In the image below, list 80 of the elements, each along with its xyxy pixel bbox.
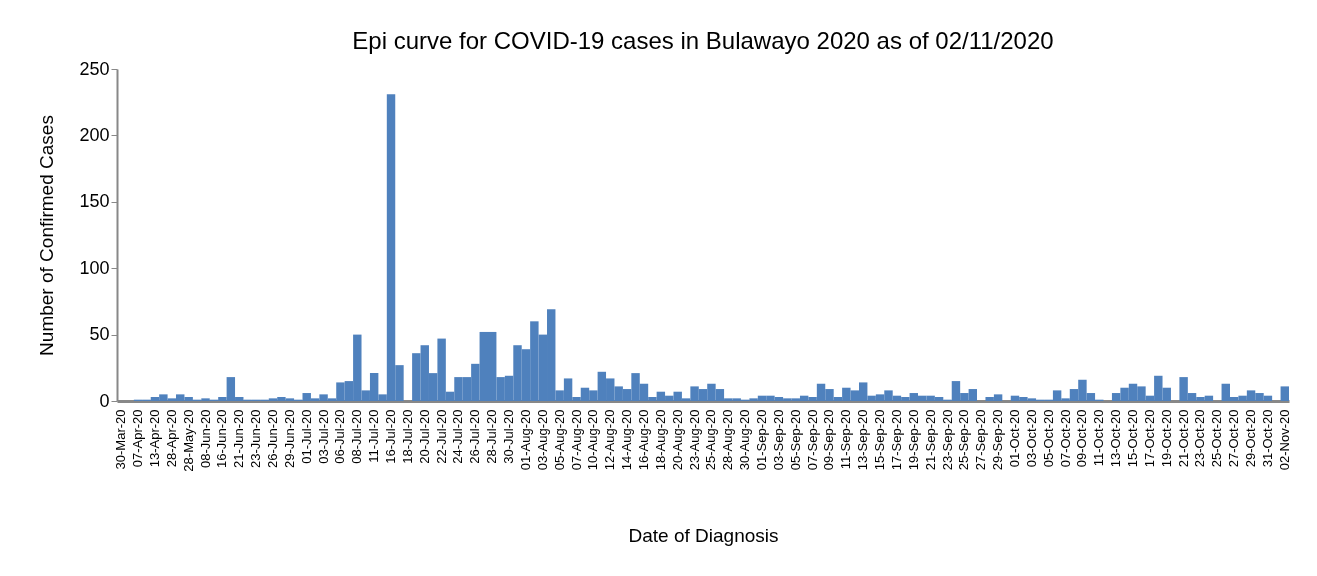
x-tick-label: 01-Oct-20 [1006,409,1022,468]
x-tick-label: 11-Oct-20 [1091,409,1107,467]
x-tick-label: 23-Sep-20 [939,409,955,471]
x-tick-label: 03-Jul-20 [315,409,331,464]
x-tick-label: 21-Sep-20 [922,409,938,471]
x-tick-label: 19-Oct-20 [1158,409,1174,468]
y-tick-label: 250 [79,58,110,79]
x-tick-label: 06-Jul-20 [332,409,348,464]
x-tick-label: 18-Aug-20 [652,409,668,471]
x-tick-label: 22-Jul-20 [433,409,449,464]
x-tick-label: 16-Jul-20 [383,409,399,464]
x-tick-label: 28-Apr-20 [163,409,179,468]
x-tick-label: 28-Aug-20 [720,409,736,471]
x-tick-label: 11-Jul-20 [366,409,382,463]
x-tick-label: 07-Oct-20 [1057,409,1073,468]
x-tick-label: 28-Jul-20 [484,409,500,464]
x-axis-title: Date of Diagnosis [628,524,779,546]
x-tick-label: 26-Jul-20 [467,409,483,464]
x-tick-label: 01-Aug-20 [517,409,533,471]
x-tick-label: 27-Sep-20 [973,409,989,471]
x-tick-label: 12-Aug-20 [602,409,618,471]
x-tick-label: 13-Apr-20 [146,409,162,468]
x-tick-label: 03-Aug-20 [534,409,550,471]
x-tick-label: 18-Jul-20 [399,409,415,464]
x-tick-label: 29-Oct-20 [1243,409,1259,468]
x-tick-label: 03-Sep-20 [770,409,786,471]
x-tick-label: 03-Oct-20 [1023,409,1039,468]
x-tick-label: 08-Jun-20 [197,409,213,469]
x-tick-label: 31-Oct-20 [1259,409,1275,468]
x-tick-label: 01-Jul-20 [298,409,314,464]
x-tick-label: 01-Sep-20 [754,409,770,471]
x-tick-label: 15-Oct-20 [1125,409,1141,468]
x-tick-label: 17-Oct-20 [1141,409,1157,468]
y-axis-title: Number of Confirmed Cases [36,115,58,356]
x-tick-label: 07-Aug-20 [568,409,584,471]
x-tick-label: 20-Jul-20 [416,409,432,464]
x-tick-label: 21-Oct-20 [1175,409,1191,468]
x-tick-label: 11-Sep-20 [838,409,854,470]
x-tick-label: 23-Aug-20 [686,409,702,471]
x-tick-label: 28-May-20 [180,409,196,472]
y-tick-label: 150 [79,191,110,212]
x-tick-label: 30-Mar-20 [113,409,129,470]
x-tick-label: 30-Jul-20 [501,409,517,464]
x-tick-label: 09-Oct-20 [1074,409,1090,468]
x-tick-label: 21-Jun-20 [231,409,247,469]
bar [1280,386,1289,401]
x-tick-label: 05-Sep-20 [787,409,803,471]
x-tick-label: 16-Jun-20 [214,409,230,469]
x-tick-label: 15-Sep-20 [872,409,888,471]
x-tick-label: 05-Oct-20 [1040,409,1056,468]
x-tick-label: 05-Aug-20 [551,409,567,471]
x-tick-label: 13-Sep-20 [855,409,871,471]
x-tick-label: 08-Jul-20 [349,409,365,464]
x-tick-label: 16-Aug-20 [635,409,651,471]
x-tick-label: 14-Aug-20 [619,409,635,471]
x-tick-label: 19-Sep-20 [905,409,921,471]
y-tick-label: 0 [99,390,110,411]
x-tick-label: 27-Oct-20 [1226,409,1242,468]
x-tick-label: 26-Jun-20 [264,409,280,469]
x-tick-label: 20-Aug-20 [669,409,685,471]
x-tick-label: 07-Sep-20 [804,409,820,471]
x-tick-label: 29-Sep-20 [990,409,1006,471]
x-tick-label: 07-Apr-20 [130,409,146,468]
x-tick-label: 23-Jun-20 [248,409,264,469]
y-tick-label: 200 [79,124,110,145]
x-tick-label: 30-Aug-20 [737,409,753,471]
x-tick-label: 17-Sep-20 [888,409,904,471]
x-tick-label: 10-Aug-20 [585,409,601,471]
x-tick-label: 25-Oct-20 [1209,409,1225,468]
x-tick-label: 25-Aug-20 [703,409,719,471]
chart-title: Epi curve for COVID-19 cases in Bulawayo 2020 as of 02/11/2020 [352,27,1054,54]
x-tick-label: 25-Sep-20 [956,409,972,471]
y-tick-label: 50 [89,324,110,345]
x-tick-label: 29-Jun-20 [281,409,297,469]
x-tick-label: 23-Oct-20 [1192,409,1208,468]
x-tick-label: 13-Oct-20 [1108,409,1124,468]
y-tick-label: 100 [79,257,110,278]
x-tick-label: 09-Sep-20 [821,409,837,471]
x-tick-label: 24-Jul-20 [450,409,466,464]
x-tick-label: 02-Nov-20 [1276,409,1292,471]
